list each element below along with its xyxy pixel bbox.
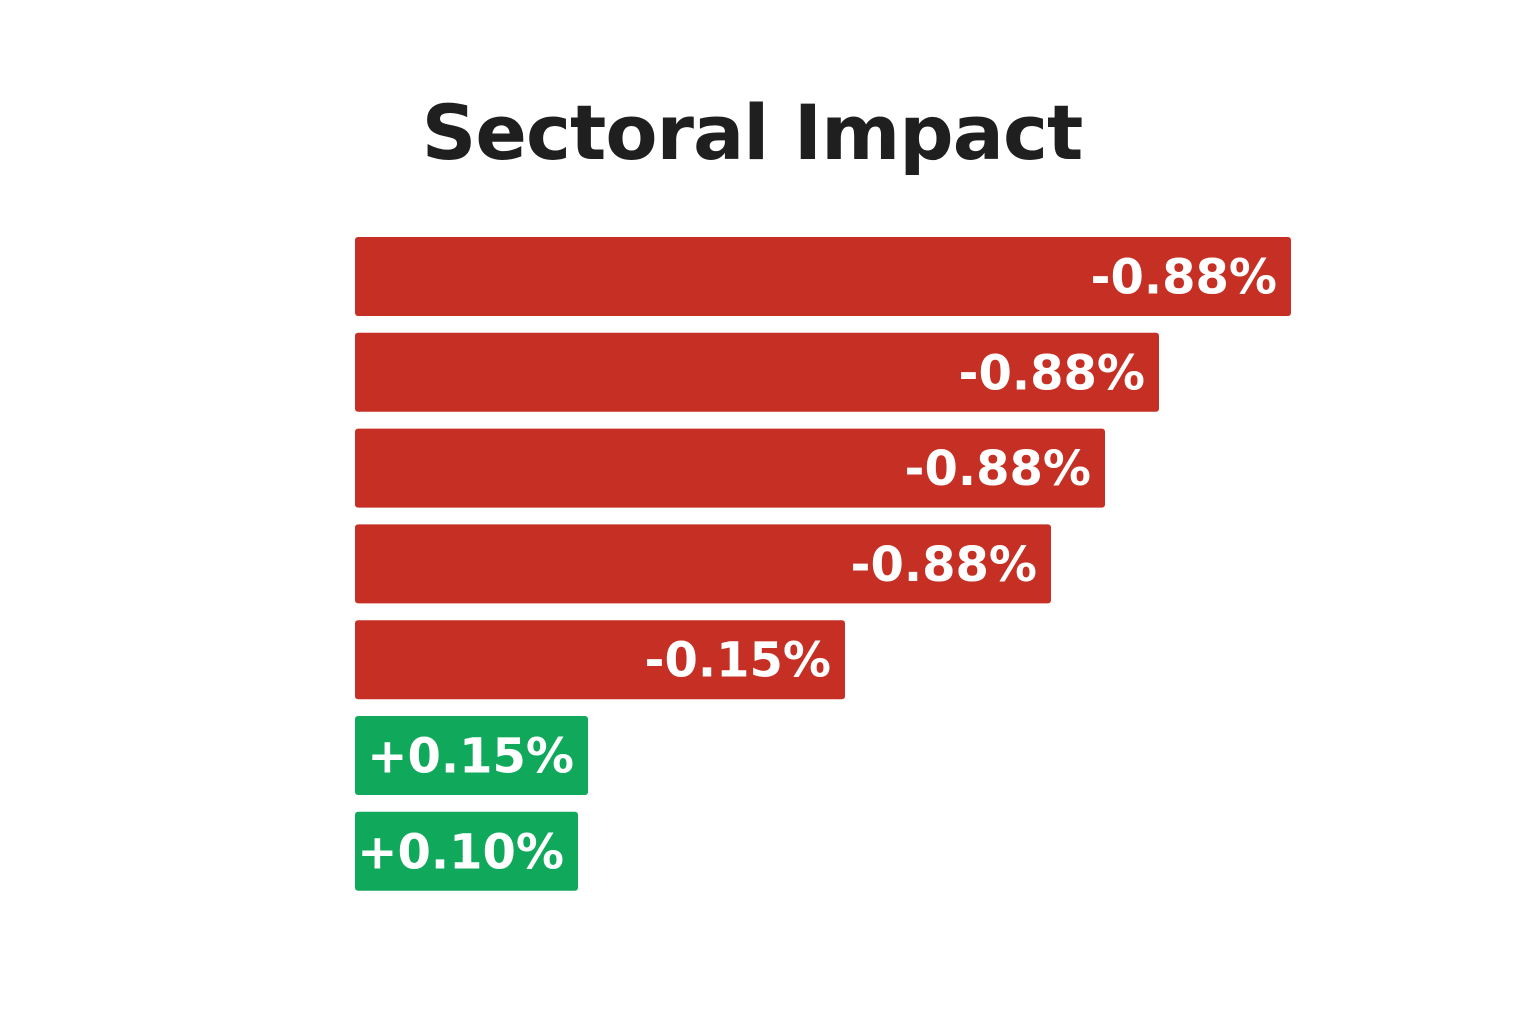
chart-title: Sectoral Impact [421, 88, 1084, 177]
bars-layer: -0.88% -0.88% -0.88% -0.88% -0.15% +0.15% +0.1… [355, 237, 1291, 891]
bar-value-label-4: -0.88% [851, 537, 1037, 593]
bar-value-label-3: -0.88% [905, 441, 1091, 497]
bar-value-label-1: -0.88% [1091, 250, 1277, 306]
bar-7 [355, 811, 578, 891]
bar-value-label-2: -0.88% [959, 345, 1145, 401]
bar-value-label-5: -0.15% [645, 633, 831, 689]
bar-value-label-7: +0.10% [357, 824, 564, 880]
bar-value-label-6: +0.15% [367, 729, 574, 785]
bar-1 [355, 237, 1291, 316]
bar-3 [355, 428, 1105, 508]
bar-6 [355, 716, 588, 795]
bar-2 [355, 332, 1159, 412]
bar-5 [355, 620, 845, 700]
bar-4 [355, 524, 1051, 604]
